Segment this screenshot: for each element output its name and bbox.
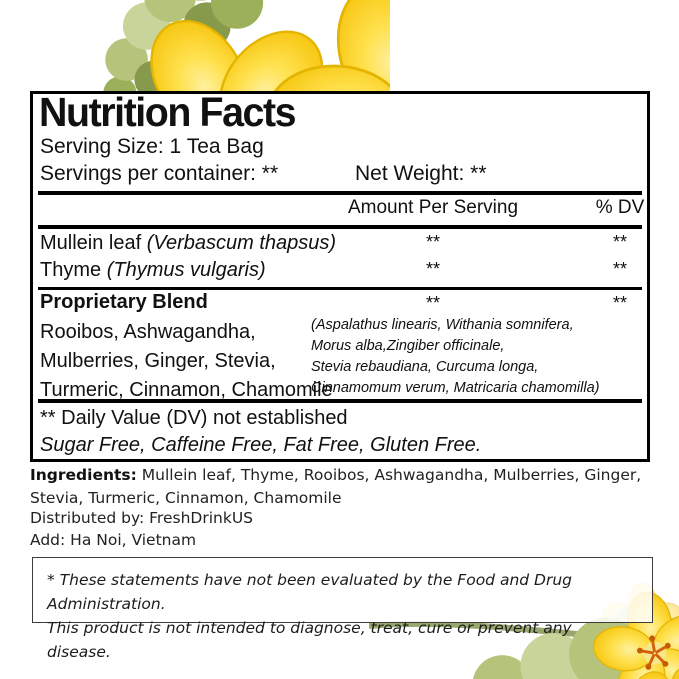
table-row-proprietary-blend: Proprietary Blend ** ** Rooibos, Ashwaga…	[33, 291, 647, 401]
ingredient-name: Mullein leaf (Verbascum thapsus)	[40, 232, 336, 255]
divider-thick	[38, 225, 642, 229]
blend-ingredients-line: Rooibos, Ashwagandha,	[40, 321, 256, 343]
ingredient-name: Thyme (Thymus vulgaris)	[40, 259, 266, 282]
blend-latin-line: (Aspalathus linearis, Withania somnifera…	[311, 317, 574, 333]
fda-disclaimer-box: * These statements have not been evaluat…	[32, 557, 653, 661]
blend-ingredients-line: Mulberries, Ginger, Stevia,	[40, 350, 276, 372]
net-weight: Net Weight: **	[355, 162, 487, 185]
servings-per-container: Servings per container: **	[40, 162, 279, 185]
address: Add: Ha Noi, Vietnam	[30, 531, 197, 549]
blend-latin-line: Morus alba,Zingiber officinale,	[311, 338, 505, 354]
table-row-thyme: Thyme (Thymus vulgaris) ** **	[33, 259, 647, 286]
blend-latin-line: Stevia rebaudiana, Curcuma longa,	[311, 359, 539, 375]
panel-title: Nutrition Facts	[39, 89, 297, 135]
divider-thick	[38, 399, 642, 403]
serving-size: Serving Size: 1 Tea Bag	[40, 135, 264, 158]
ingredients-text: Ingredients: Mullein leaf, Thyme, Rooibo…	[30, 464, 658, 509]
table-row-mullein-leaf: Mullein leaf (Verbascum thapsus) ** **	[33, 232, 647, 259]
disclaimer-line: * These statements have not been evaluat…	[47, 571, 573, 613]
ingredients-list: Mullein leaf, Thyme, Rooibos, Ashwagandh…	[30, 466, 642, 507]
free-claims: Sugar Free, Caffeine Free, Fat Free, Glu…	[40, 434, 482, 456]
blend-title: Proprietary Blend	[40, 291, 208, 313]
column-header-percent-dv: % DV	[595, 197, 645, 218]
ingredient-common-name: Thyme	[40, 259, 107, 281]
blend-amount: **	[425, 293, 440, 313]
column-header-amount-per-serving: Amount Per Serving	[347, 197, 519, 218]
distributed-by: Distributed by: FreshDrinkUS	[30, 509, 254, 527]
disclaimer-line: This product is not intended to diagnose…	[47, 619, 572, 661]
divider-thin	[38, 287, 642, 290]
divider-thick	[38, 191, 642, 195]
blend-dv: **	[612, 293, 627, 313]
ingredient-latin-name: (Thymus vulgaris)	[106, 259, 266, 281]
ingredient-dv: **	[612, 259, 627, 279]
mullein-flowers-bottom-right-image	[369, 573, 679, 679]
ingredient-amount: **	[425, 232, 440, 252]
ingredient-amount: **	[425, 259, 440, 279]
ingredient-common-name: Mullein leaf	[40, 232, 147, 254]
ingredient-dv: **	[612, 232, 627, 252]
ingredients-label: Ingredients:	[30, 466, 137, 484]
blend-latin-line: Cinnamomum verum, Matricaria chamomilla)	[311, 380, 600, 396]
blend-ingredients-line: Turmeric, Cinnamon, Chamomile	[40, 379, 333, 401]
daily-value-footnote: ** Daily Value (DV) not established	[40, 407, 348, 429]
nutrition-facts-panel: Nutrition Facts Serving Size: 1 Tea Bag …	[30, 89, 650, 462]
ingredient-latin-name: (Verbascum thapsus)	[146, 232, 337, 254]
